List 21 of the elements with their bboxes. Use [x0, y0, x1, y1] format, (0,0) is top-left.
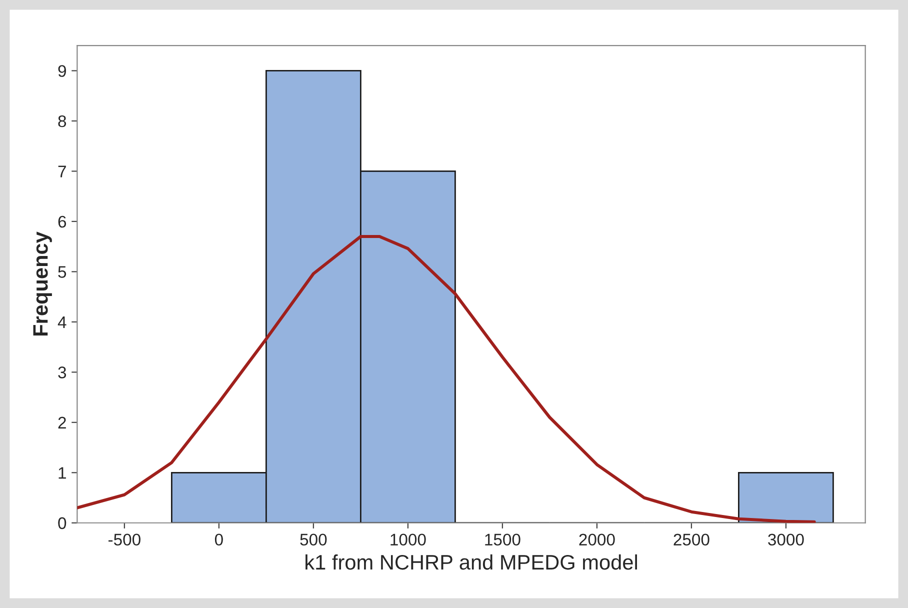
x-axis-title: k1 from NCHRP and MPEDG model	[306, 554, 637, 570]
x-tick-label: 2000	[579, 534, 615, 546]
x-tick-label: 1500	[485, 534, 520, 546]
x-tick-label: -500	[108, 534, 140, 546]
y-tick-label: 1	[58, 467, 66, 479]
x-tick-label: 2500	[674, 534, 710, 546]
y-tick-label: 0	[58, 517, 66, 530]
line-series	[77, 234, 816, 523]
y-tick-label: 9	[58, 65, 66, 77]
y-tick-label: 7	[58, 166, 66, 178]
y-tick-label: 2	[58, 416, 66, 428]
y-tick-label: 4	[58, 316, 66, 328]
y-tick-label: 5	[58, 266, 66, 278]
x-tick-label: 1000	[390, 534, 426, 546]
x-tick-label: 500	[300, 534, 327, 546]
x-tick-label: 0	[214, 534, 223, 546]
y-tick-label: 3	[58, 366, 66, 378]
y-tick-label: 8	[58, 115, 66, 128]
x-tick-label: 3000	[768, 534, 804, 546]
y-tick-label: 6	[58, 216, 66, 228]
y-axis-title: Frequency	[33, 232, 52, 336]
